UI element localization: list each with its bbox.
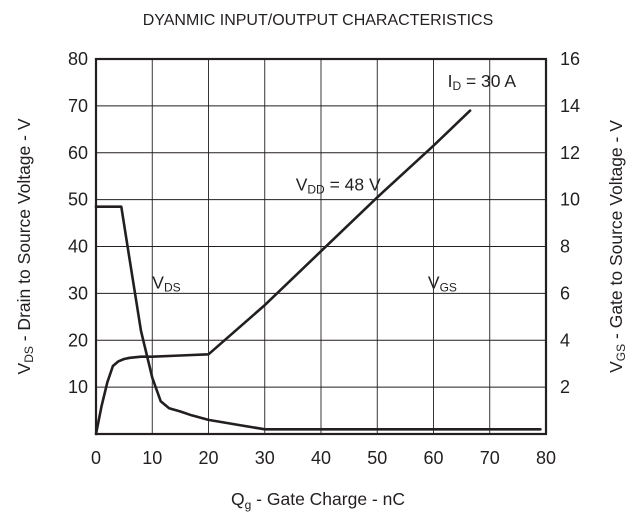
y-right-tick-label: 2 bbox=[560, 377, 570, 397]
y-right-tick-label: 10 bbox=[560, 190, 580, 210]
y-left-axis-label: VDS - Drain to Source Voltage - V bbox=[14, 118, 36, 374]
y-right-tick-labels: 2 4 6 8 10 12 14 16 bbox=[560, 49, 580, 397]
y-left-axis-label-rest: - Drain to Source Voltage - V bbox=[14, 118, 34, 346]
x-tick-label: 10 bbox=[142, 448, 162, 468]
annotation-vds-curve: VDS bbox=[152, 273, 180, 295]
x-tick-label: 70 bbox=[480, 448, 500, 468]
x-tick-labels: 0 10 20 30 40 50 60 70 80 bbox=[91, 448, 556, 468]
annotation-supply-voltage-main: V bbox=[296, 174, 308, 194]
annotation-supply-voltage: VDD = 48 V bbox=[296, 174, 381, 196]
y-left-tick-label: 70 bbox=[68, 96, 88, 116]
vgs-curve bbox=[94, 109, 472, 436]
y-right-axis-label-rest: - Gate to Source Voltage - V bbox=[606, 120, 626, 344]
annotation-supply-voltage-rest: = 48 V bbox=[325, 174, 381, 194]
x-tick-label: 30 bbox=[255, 448, 275, 468]
plot-frame bbox=[94, 57, 548, 436]
x-tick-label: 20 bbox=[198, 448, 218, 468]
annotation-vds-curve-sub: DS bbox=[164, 281, 181, 295]
annotation-drain-current-sub: D bbox=[452, 79, 461, 93]
x-tick-label: 80 bbox=[536, 448, 556, 468]
y-left-tick-labels: 10 20 30 40 50 60 70 80 bbox=[68, 49, 88, 397]
y-left-axis-label-main: V bbox=[14, 362, 34, 374]
x-axis-label-main: Q bbox=[231, 489, 245, 509]
series-group bbox=[94, 109, 542, 436]
annotation-vgs-curve: VGS bbox=[428, 273, 457, 295]
x-tick-label: 50 bbox=[367, 448, 387, 468]
x-tick-label: 40 bbox=[311, 448, 331, 468]
annotation-vgs-curve-main: V bbox=[428, 273, 440, 293]
y-left-tick-label: 30 bbox=[68, 283, 88, 303]
x-tick-label: 60 bbox=[423, 448, 443, 468]
x-axis-label: Qg - Gate Charge - nC bbox=[231, 489, 405, 512]
y-right-tick-label: 12 bbox=[560, 143, 580, 163]
x-axis-label-rest: - Gate Charge - nC bbox=[251, 489, 405, 509]
annotation-drain-current-rest: = 30 A bbox=[461, 71, 516, 91]
y-left-tick-label: 10 bbox=[68, 377, 88, 397]
y-right-tick-label: 14 bbox=[560, 96, 580, 116]
y-left-tick-label: 60 bbox=[68, 143, 88, 163]
y-right-axis-label-main: V bbox=[606, 361, 626, 373]
y-left-tick-label: 50 bbox=[68, 190, 88, 210]
annotation-drain-current-main: I bbox=[448, 71, 453, 91]
annotation-drain-current: ID = 30 A bbox=[448, 71, 517, 93]
y-right-tick-label: 6 bbox=[560, 283, 570, 303]
y-right-axis-label-sub: GS bbox=[614, 344, 628, 361]
y-left-tick-label: 80 bbox=[68, 49, 88, 69]
vds-curve bbox=[94, 205, 542, 431]
grid bbox=[96, 59, 546, 434]
annotation-vds-curve-main: V bbox=[152, 273, 164, 293]
x-tick-label: 0 bbox=[91, 448, 101, 468]
y-left-tick-label: 40 bbox=[68, 237, 88, 257]
chart-title: DYANMIC INPUT/OUTPUT CHARACTERISTICS bbox=[143, 12, 494, 29]
y-right-tick-label: 8 bbox=[560, 237, 570, 257]
annotation-vgs-curve-sub: GS bbox=[440, 281, 457, 295]
y-right-tick-label: 4 bbox=[560, 330, 570, 350]
y-right-tick-label: 16 bbox=[560, 49, 580, 69]
x-axis-label-sub: g bbox=[245, 498, 252, 512]
y-right-axis-label: VGS - Gate to Source Voltage - V bbox=[606, 120, 628, 373]
y-left-axis-label-sub: DS bbox=[22, 346, 36, 363]
y-left-tick-label: 20 bbox=[68, 330, 88, 350]
annotation-supply-voltage-sub: DD bbox=[307, 182, 325, 196]
